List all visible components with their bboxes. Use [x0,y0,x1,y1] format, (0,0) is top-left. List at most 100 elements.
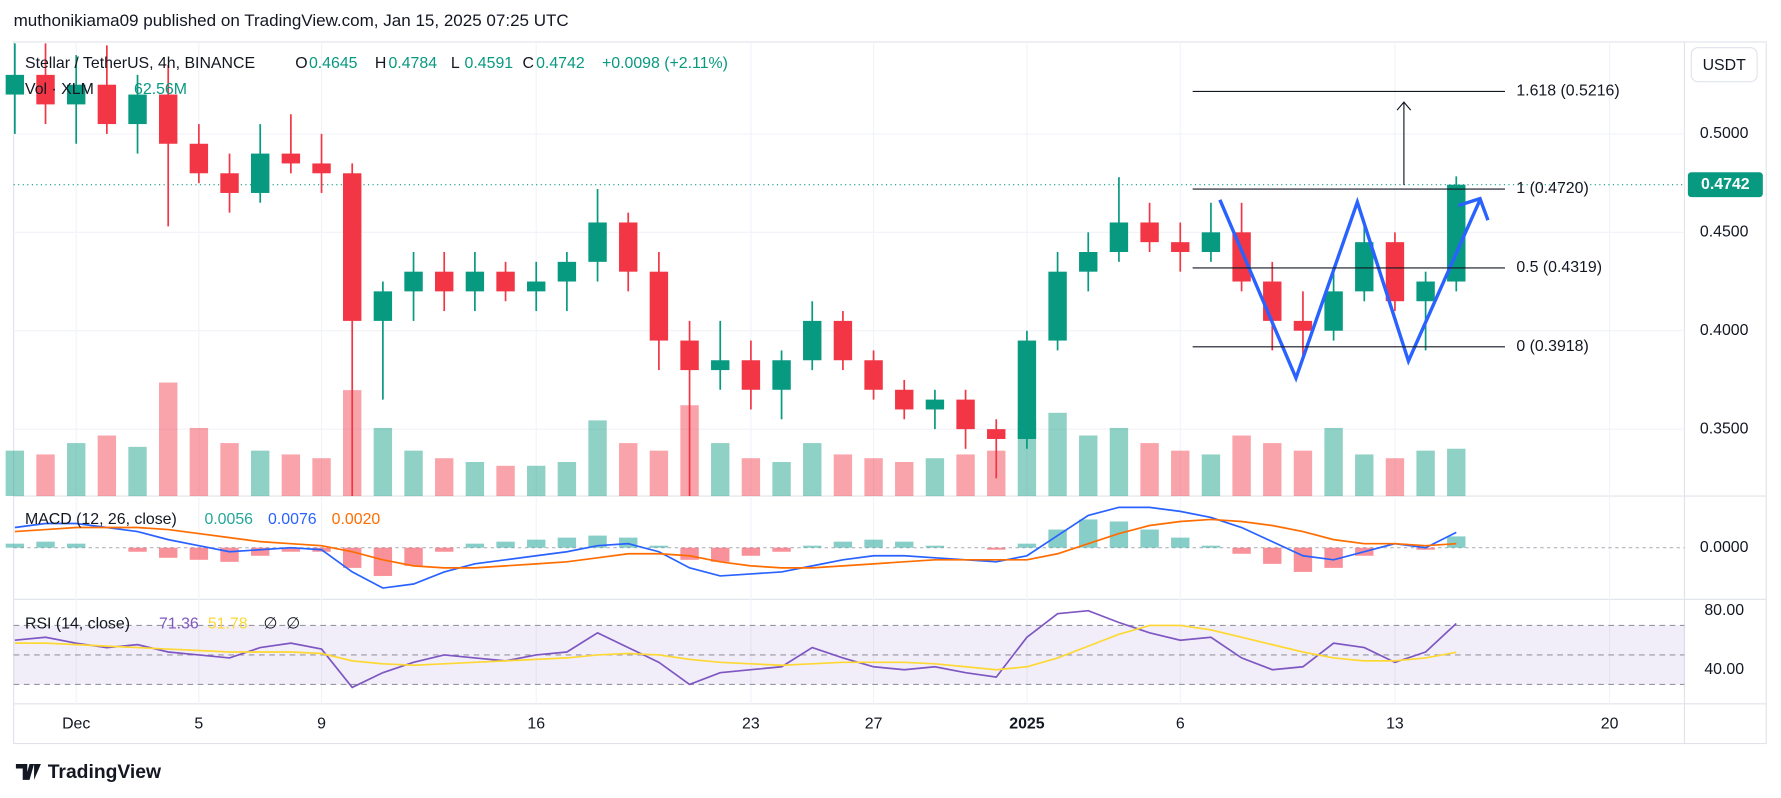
candle-body [1109,222,1129,253]
y-tick-label: 0.4500 [1700,224,1749,241]
macd-histogram-bar [833,541,853,548]
macd-histogram-bar [1263,547,1282,564]
candle-body [619,222,638,272]
volume-bar [1140,443,1159,497]
candle-body [1048,271,1067,341]
macd-histogram-bar [741,547,761,556]
candle-body [1293,320,1313,331]
candle-body [97,84,117,125]
volume-bar [833,454,853,497]
candle-body [1171,242,1190,253]
volume-bar [189,427,209,497]
volume-bar [97,435,117,497]
ohlc-key: H [375,55,386,72]
volume-bar [1355,454,1374,497]
macd-histogram-bar [189,547,209,560]
ohlc-value: 0.4591 [465,55,514,72]
footer-logo: TradingView [15,762,162,783]
candle-body [557,261,577,282]
candle-body [772,360,791,390]
candle-body [158,94,178,144]
rsi-line [14,609,1457,689]
candle-body [343,173,362,321]
candle-body [1385,242,1405,302]
currency-button[interactable]: USDT [1690,47,1758,83]
candle-body [1263,281,1282,321]
volume-bar [465,462,485,497]
macd-histogram-bar [128,547,147,552]
candle-body [1447,184,1466,282]
candle-body [895,389,914,410]
volume-bar [373,427,393,497]
volume-bar [128,446,147,497]
logo-icon [15,763,41,780]
macd-name: MACD (12, 26, close) [25,511,177,528]
volume-bar [36,454,55,497]
candle-body [220,173,239,193]
candle-body [803,320,822,361]
rsi-tick-label: 80.00 [1704,602,1744,619]
candle-body [36,74,55,105]
volume-bar [5,450,25,497]
candle-body [1324,291,1343,331]
volume-bar [588,420,607,497]
macd-histogram-bar [1079,519,1098,548]
candle-body [281,153,301,164]
macd-histogram-bar [1324,547,1343,568]
macd-histogram-bar [5,543,25,548]
volume-bar [251,450,270,497]
macd-histogram-bar [1171,537,1190,548]
macd-histogram-bar [1416,547,1435,550]
candle-body [1201,232,1221,253]
macd-histogram-bar [251,547,270,556]
volume-bar [220,443,239,497]
macd-histogram-bar [772,547,791,552]
macd-histogram-bar [1447,536,1466,548]
candle-body [404,271,423,292]
overlay [1192,90,1505,383]
fib-label: 1.618 (0.5216) [1516,83,1619,100]
candle-body [5,74,25,95]
macd-histogram-bar [1232,547,1251,554]
candle-body [649,271,669,341]
candle-body [711,360,730,371]
candle-body [1232,232,1251,282]
x-tick-label: 23 [742,715,760,732]
macd-histogram-bar [36,541,55,548]
volume-bar [281,454,301,497]
volume-bar [1385,458,1405,497]
button-label[interactable]: USDT [1703,57,1747,74]
volume-bars [5,382,1466,497]
volume-bar [925,458,945,497]
signal-line [14,518,1457,569]
macd-histogram-bar [1140,529,1159,548]
volume-bar [1447,448,1466,497]
ohlc-value: 0.4784 [388,55,437,72]
ohlc-key: C [522,55,533,72]
candle-body [833,320,853,361]
publisher-line: muthonikiama09 published on TradingView.… [14,11,569,30]
candle-body [1017,340,1037,439]
volume-bar [1017,420,1037,497]
button-frame[interactable] [1690,47,1758,83]
macd-histogram-bar [158,547,178,558]
macd-histogram-bar [527,539,546,548]
candle-body [1355,242,1374,292]
candle-body [1140,222,1159,243]
y-tick-label: 0.4000 [1700,322,1749,339]
ohlc-value: 0.4742 [536,55,585,72]
candle-body [312,163,331,174]
volume-bar [66,443,86,497]
volume-bar [557,462,577,497]
macd-histogram-bar [465,543,485,548]
ohlc-key: O [295,55,307,72]
volume-bar [404,450,423,497]
fib-label: 0 (0.3918) [1516,338,1588,355]
rsi-value: 71.36 [159,616,199,633]
grid [13,42,1685,704]
x-tick-label: Dec [62,715,90,732]
y-tick-label: 0.5000 [1700,125,1749,142]
macd-histogram-bar [66,543,86,548]
volume-bar [864,458,883,497]
